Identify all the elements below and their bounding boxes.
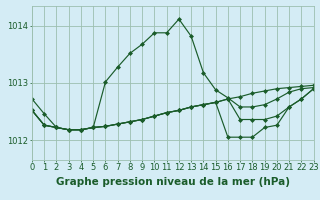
X-axis label: Graphe pression niveau de la mer (hPa): Graphe pression niveau de la mer (hPa) bbox=[56, 177, 290, 187]
